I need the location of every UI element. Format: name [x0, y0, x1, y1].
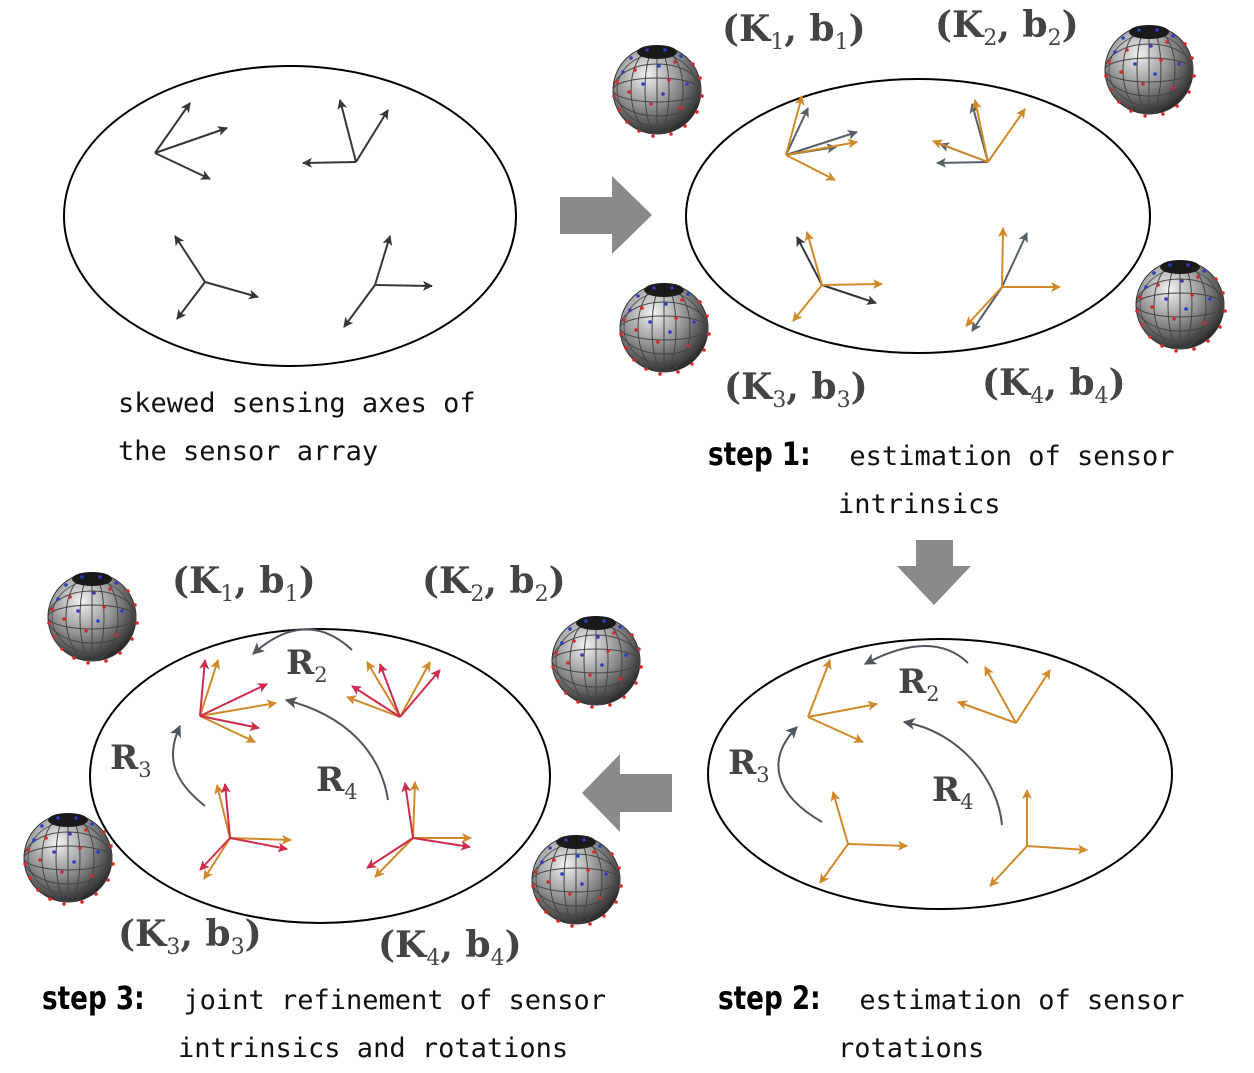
sensor-axes-triad	[819, 791, 908, 884]
sensor-axes-triad	[343, 235, 433, 328]
sensor-axes-triad	[366, 781, 472, 878]
sensor-axes-triad	[302, 99, 389, 168]
sphere-with-measurement-points-icon	[550, 615, 644, 710]
sphere-with-measurement-points-icon	[1134, 259, 1228, 354]
rotation-label-3: R3	[728, 743, 770, 787]
sensor-axes-triad	[989, 789, 1088, 887]
sensor-axes-triad	[154, 102, 228, 180]
caption-step2: step 2: estimation of sensor rotations	[718, 974, 1185, 1073]
sensor-axes-triad	[807, 659, 878, 743]
sphere-with-measurement-points-icon	[22, 812, 116, 907]
sphere-with-measurement-points-icon	[1103, 24, 1197, 119]
panel-step2	[707, 638, 1173, 910]
sensor-label-1: (K1, b1)	[172, 560, 316, 608]
rotation-label-4: R4	[316, 760, 358, 804]
sensor-array-boundary	[685, 78, 1151, 354]
panel-step1	[611, 24, 1228, 377]
flow-arrow-left	[582, 754, 672, 832]
sensor-axes-triad	[199, 659, 277, 743]
caption-line: the sensor array	[118, 436, 379, 467]
sensor-label-4: (K4, b4)	[982, 362, 1126, 410]
calibration-pipeline-diagram	[22, 24, 1228, 929]
step-label: step 1:	[708, 435, 811, 473]
sensor-axes-triad	[785, 95, 858, 181]
caption-text: estimation of sensor	[859, 985, 1185, 1016]
sensor-axes-triad	[932, 99, 1026, 168]
sensor-label-2: (K2, b2)	[422, 560, 566, 608]
caption-line: step 3: joint refinement of sensor	[42, 974, 606, 1025]
rotation-arrow	[169, 628, 389, 807]
caption-line: rotations	[838, 1033, 985, 1064]
sensor-axes-triad	[965, 227, 1061, 332]
sensor-axes-triad	[957, 666, 1051, 724]
sphere-with-measurement-points-icon	[618, 282, 712, 377]
caption-skewed-axes: skewed sensing axes of the sensor array	[118, 380, 476, 476]
caption-step3: step 3: joint refinement of sensor intri…	[42, 974, 606, 1073]
step-label: step 2:	[718, 979, 821, 1017]
caption-step1: step 1: estimation of sensor intrinsics	[708, 430, 1175, 529]
sensor-axes-triad	[174, 235, 259, 320]
sensor-array-boundary	[63, 65, 517, 367]
sensor-axes-triad	[346, 661, 441, 718]
caption-line: intrinsics and rotations	[178, 1033, 569, 1064]
sensor-axes-triad	[792, 231, 883, 322]
caption-line: step 2: estimation of sensor	[718, 974, 1185, 1025]
panel-step3	[22, 571, 644, 929]
sphere-with-measurement-points-icon	[46, 571, 140, 666]
rotation-label-2: R2	[286, 643, 328, 687]
caption-line: step 1: estimation of sensor	[708, 430, 1175, 481]
step-label: step 3:	[42, 979, 145, 1017]
sensor-label-1: (K1, b1)	[722, 8, 866, 56]
rotation-label-4: R4	[932, 770, 974, 814]
panel-skewed-axes	[63, 65, 517, 367]
rotation-label-3: R3	[110, 738, 152, 782]
sensor-array-boundary	[707, 638, 1173, 910]
rotation-label-2: R2	[898, 662, 940, 706]
sensor-label-3: (K3, b3)	[724, 366, 868, 414]
sensor-label-4: (K4, b4)	[378, 924, 522, 972]
sphere-with-measurement-points-icon	[611, 44, 705, 139]
flow-arrow-down	[897, 540, 971, 605]
sphere-with-measurement-points-icon	[530, 834, 624, 929]
rotation-arrow	[777, 645, 1003, 826]
sensor-label-2: (K2, b2)	[935, 4, 1079, 52]
sensor-array-boundary	[89, 628, 551, 924]
caption-text: estimation of sensor	[849, 441, 1175, 472]
sensor-axes-triad	[199, 783, 292, 880]
flow-arrow-right	[560, 176, 652, 254]
caption-line: skewed sensing axes of	[118, 388, 476, 419]
caption-text: joint refinement of sensor	[183, 985, 607, 1016]
sensor-label-3: (K3, b3)	[118, 913, 262, 961]
caption-line: intrinsics	[838, 489, 1001, 520]
